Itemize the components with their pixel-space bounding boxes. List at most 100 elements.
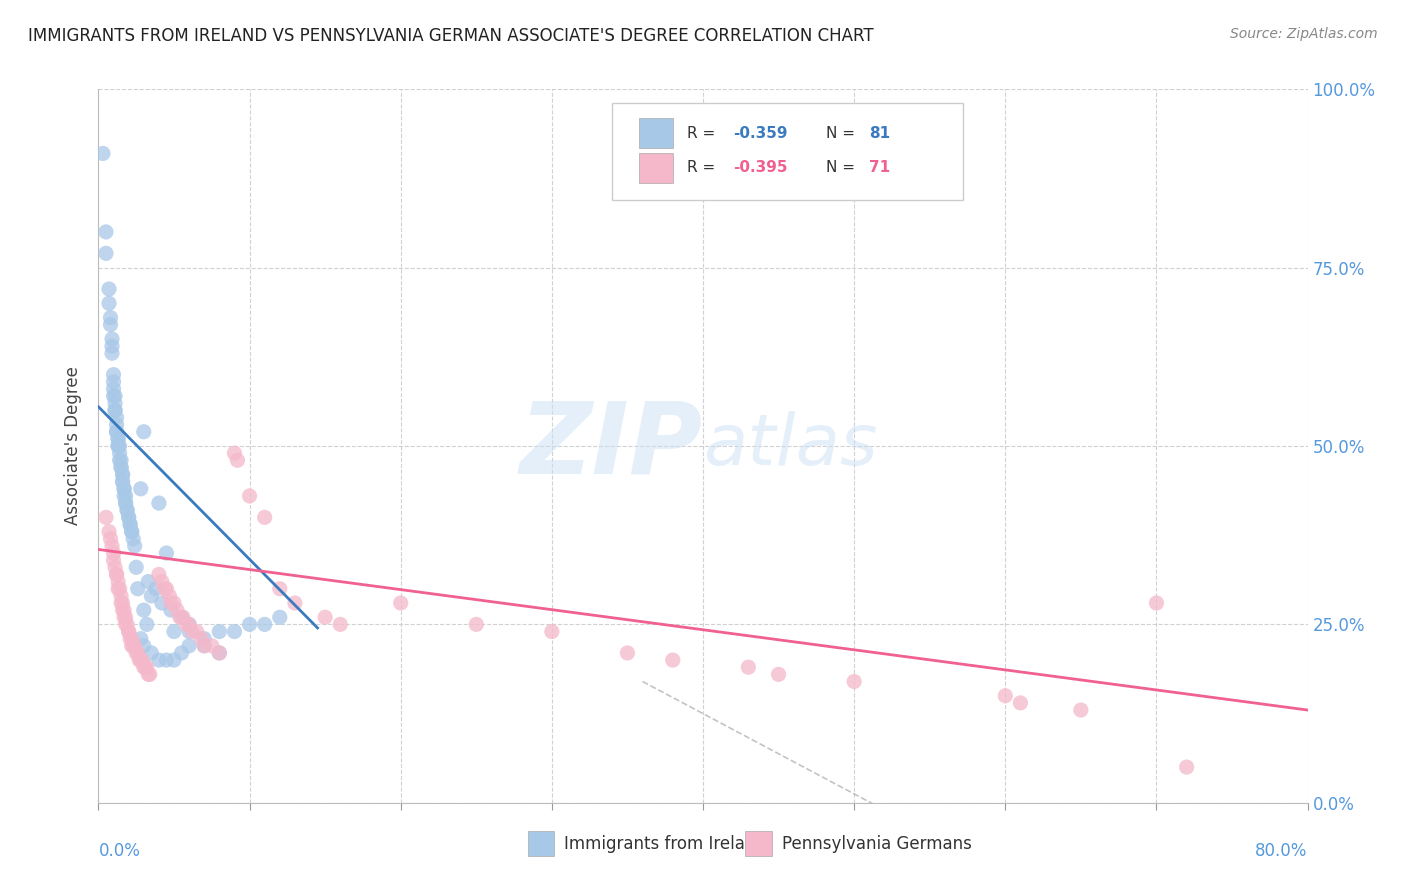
- Y-axis label: Associate's Degree: Associate's Degree: [65, 367, 83, 525]
- Point: [104, 560, 127, 574]
- Point: [94, 225, 117, 239]
- Point: [114, 496, 136, 510]
- Point: [169, 610, 191, 624]
- Point: [844, 674, 866, 689]
- Text: atlas: atlas: [703, 411, 877, 481]
- Point: [224, 446, 246, 460]
- Point: [160, 596, 183, 610]
- Point: [239, 617, 262, 632]
- Point: [465, 617, 488, 632]
- Point: [104, 403, 127, 417]
- Bar: [527, 831, 554, 856]
- Point: [163, 653, 186, 667]
- Point: [269, 610, 291, 624]
- Point: [107, 439, 129, 453]
- Text: R =: R =: [688, 126, 720, 141]
- Point: [148, 567, 170, 582]
- Point: [114, 610, 136, 624]
- Point: [193, 639, 215, 653]
- Point: [118, 510, 141, 524]
- Point: [150, 596, 173, 610]
- Point: [159, 589, 181, 603]
- Point: [108, 439, 131, 453]
- Point: [121, 632, 143, 646]
- Text: 0.0%: 0.0%: [98, 842, 141, 860]
- Point: [127, 582, 149, 596]
- Point: [179, 624, 201, 639]
- Point: [110, 589, 132, 603]
- Text: -0.359: -0.359: [734, 126, 787, 141]
- Point: [125, 560, 148, 574]
- Point: [129, 653, 152, 667]
- Point: [190, 632, 212, 646]
- Point: [389, 596, 412, 610]
- Point: [208, 646, 231, 660]
- Point: [172, 610, 194, 624]
- Point: [110, 453, 132, 467]
- Point: [269, 582, 291, 596]
- Point: [193, 632, 215, 646]
- Point: [737, 660, 759, 674]
- Point: [100, 532, 122, 546]
- Text: 80.0%: 80.0%: [1256, 842, 1308, 860]
- Point: [141, 646, 163, 660]
- Point: [104, 403, 127, 417]
- Bar: [638, 153, 673, 183]
- Point: [155, 582, 177, 596]
- Bar: [638, 119, 673, 148]
- Point: [105, 410, 128, 425]
- Point: [111, 596, 134, 610]
- Point: [181, 624, 204, 639]
- Point: [208, 624, 231, 639]
- Point: [118, 624, 141, 639]
- Point: [103, 382, 125, 396]
- Point: [160, 603, 183, 617]
- Point: [98, 282, 121, 296]
- Point: [135, 660, 157, 674]
- Point: [141, 589, 163, 603]
- Point: [110, 460, 132, 475]
- Point: [114, 496, 136, 510]
- FancyBboxPatch shape: [613, 103, 963, 200]
- Text: 71: 71: [869, 161, 890, 175]
- Point: [121, 639, 143, 653]
- Point: [108, 446, 131, 460]
- Point: [105, 567, 128, 582]
- Point: [110, 596, 132, 610]
- Point: [150, 574, 173, 589]
- Point: [107, 574, 129, 589]
- Point: [101, 332, 124, 346]
- Text: Immigrants from Ireland: Immigrants from Ireland: [564, 835, 766, 853]
- Point: [208, 646, 231, 660]
- Point: [153, 582, 176, 596]
- Point: [110, 460, 132, 475]
- Point: [994, 689, 1017, 703]
- Text: R =: R =: [688, 161, 720, 175]
- Point: [118, 624, 141, 639]
- Point: [100, 310, 122, 325]
- Point: [105, 425, 128, 439]
- Point: [314, 610, 336, 624]
- Point: [616, 646, 638, 660]
- Point: [94, 510, 117, 524]
- Point: [111, 475, 134, 489]
- Point: [103, 368, 125, 382]
- Point: [114, 489, 136, 503]
- Point: [112, 603, 135, 617]
- Point: [120, 517, 142, 532]
- Point: [128, 653, 150, 667]
- Point: [136, 667, 159, 681]
- Point: [768, 667, 790, 681]
- Point: [101, 339, 124, 353]
- Point: [104, 389, 127, 403]
- Point: [129, 632, 152, 646]
- Point: [105, 417, 128, 432]
- Point: [134, 660, 156, 674]
- Point: [139, 667, 162, 681]
- Point: [148, 653, 170, 667]
- Point: [253, 617, 276, 632]
- Point: [166, 603, 188, 617]
- Point: [136, 574, 159, 589]
- Point: [131, 653, 153, 667]
- Point: [111, 467, 134, 482]
